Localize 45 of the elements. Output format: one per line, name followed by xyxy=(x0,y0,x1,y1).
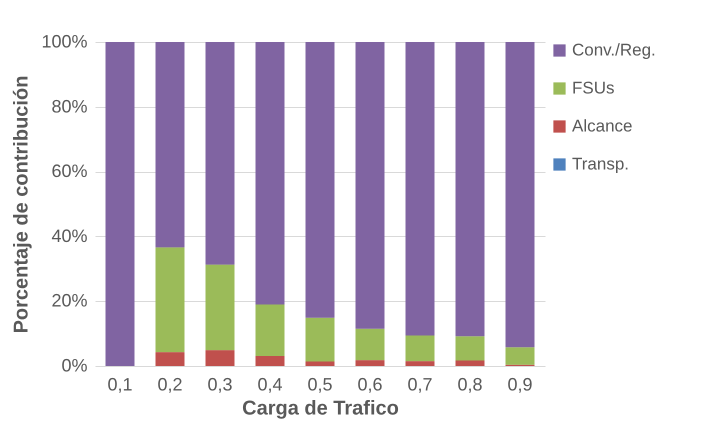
x-tick-label: 0,3 xyxy=(207,374,233,394)
bar xyxy=(406,361,434,366)
legend-label: Transp. xyxy=(572,154,630,174)
y-axis-title: Porcentaje de contribución xyxy=(10,76,32,334)
x-tick-label: 0,6 xyxy=(357,374,383,394)
bar xyxy=(256,42,284,304)
bar xyxy=(206,42,234,265)
bar xyxy=(506,347,534,365)
bar xyxy=(256,304,284,356)
legend-label: Alcance xyxy=(572,116,632,136)
x-tick-label: 0,5 xyxy=(307,374,333,394)
legend-label: Conv./Reg. xyxy=(572,40,656,60)
x-tick-label: 0,4 xyxy=(257,374,283,394)
bar xyxy=(306,361,334,366)
x-tick-label: 0,9 xyxy=(507,374,533,394)
bar xyxy=(406,42,434,336)
bar xyxy=(156,247,184,352)
x-tick-label: 0,1 xyxy=(107,374,133,394)
bar xyxy=(206,350,234,366)
bar xyxy=(506,42,534,348)
y-tick-label: 20% xyxy=(51,290,88,311)
bar xyxy=(456,42,484,336)
bar xyxy=(206,264,234,350)
bar xyxy=(156,352,184,366)
bar xyxy=(406,336,434,362)
bar xyxy=(306,318,334,362)
bar xyxy=(456,360,484,366)
bar xyxy=(356,360,384,366)
bar xyxy=(256,356,284,366)
bar xyxy=(106,42,134,366)
x-tick-label: 0,7 xyxy=(407,374,433,394)
bar xyxy=(356,328,384,360)
y-tick-label: 60% xyxy=(51,161,88,182)
bar xyxy=(156,42,184,248)
y-tick-label: 100% xyxy=(41,32,88,52)
x-tick-label: 0,2 xyxy=(157,374,183,394)
y-tick-label: 40% xyxy=(51,226,88,246)
legend-label: FSUs xyxy=(572,78,614,98)
y-tick-label: 80% xyxy=(51,96,88,116)
x-axis-title: Carga de Trafico xyxy=(242,398,399,420)
bar xyxy=(456,336,484,360)
y-tick-label: 0% xyxy=(61,356,88,376)
x-tick-label: 0,8 xyxy=(457,374,483,394)
bar xyxy=(306,42,334,318)
bar xyxy=(356,42,384,329)
